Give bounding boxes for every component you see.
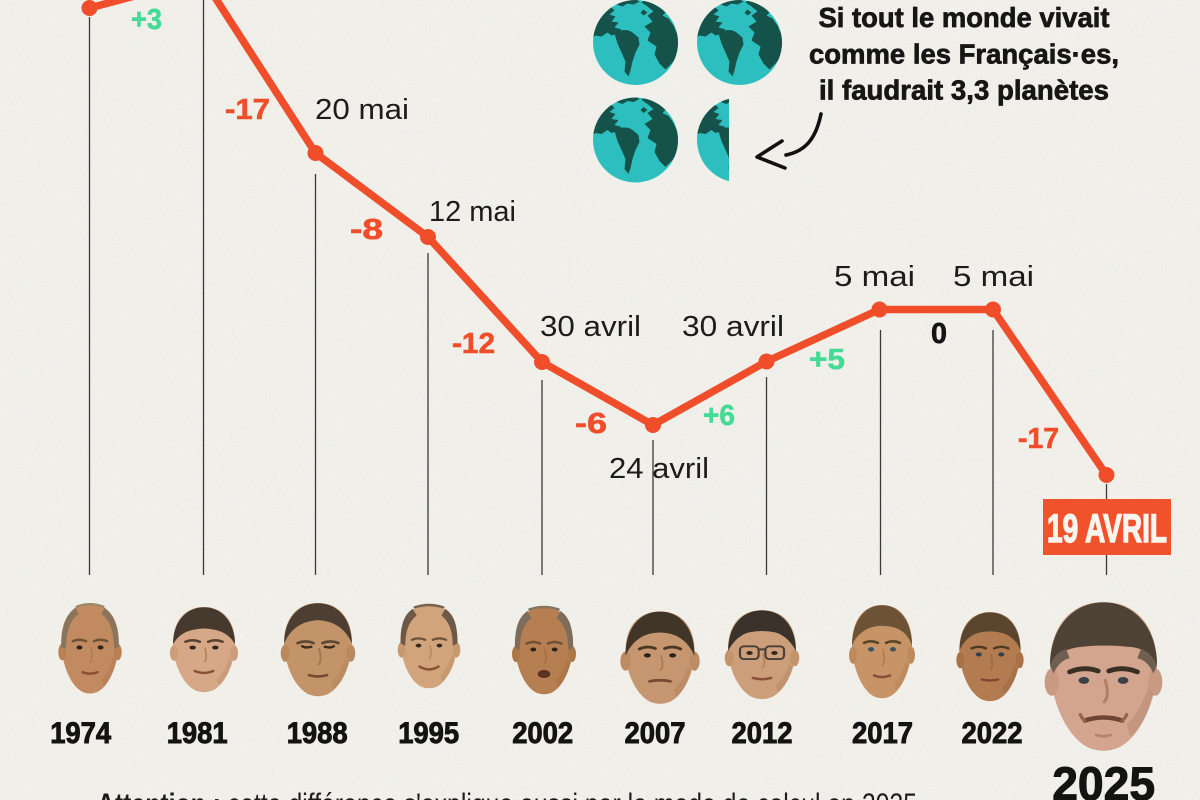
svg-text:30 avril: 30 avril <box>540 311 641 343</box>
svg-text:-12: -12 <box>452 328 495 360</box>
svg-text:1981: 1981 <box>167 717 228 750</box>
svg-text:-6: -6 <box>575 408 607 440</box>
svg-text:2025: 2025 <box>1052 757 1155 800</box>
svg-text:Si tout le monde vivait: Si tout le monde vivait <box>819 2 1110 33</box>
svg-text:2022: 2022 <box>962 717 1023 750</box>
svg-text:comme les Français·es,: comme les Français·es, <box>809 39 1119 70</box>
svg-text:24 avril: 24 avril <box>609 453 709 485</box>
svg-text:-17: -17 <box>1018 423 1059 455</box>
svg-text:1995: 1995 <box>398 717 459 750</box>
svg-text:5 mai: 5 mai <box>953 261 1034 293</box>
svg-text:30 avril: 30 avril <box>682 311 784 343</box>
svg-text:20 mai: 20 mai <box>315 94 409 126</box>
svg-text:19 AVRIL: 19 AVRIL <box>1047 507 1167 551</box>
svg-text:-8: -8 <box>350 214 383 246</box>
svg-text:12 mai: 12 mai <box>429 196 516 228</box>
svg-text:-17: -17 <box>225 94 270 126</box>
svg-text:2002: 2002 <box>512 717 573 750</box>
svg-text:2012: 2012 <box>732 717 793 750</box>
svg-text:il faudrait 3,3 planètes: il faudrait 3,3 planètes <box>819 75 1109 106</box>
svg-text:5 mai: 5 mai <box>834 261 915 293</box>
svg-text:Attention : cette différence s: Attention : cette différence s'explique … <box>97 788 917 800</box>
svg-text:2017: 2017 <box>852 717 913 750</box>
svg-text:1988: 1988 <box>287 717 348 750</box>
svg-text:+3: +3 <box>131 4 162 36</box>
svg-text:1974: 1974 <box>50 717 111 750</box>
svg-text:2007: 2007 <box>625 717 686 750</box>
svg-text:0: 0 <box>931 318 947 350</box>
svg-text:+6: +6 <box>703 400 735 432</box>
svg-text:+5: +5 <box>809 344 845 376</box>
